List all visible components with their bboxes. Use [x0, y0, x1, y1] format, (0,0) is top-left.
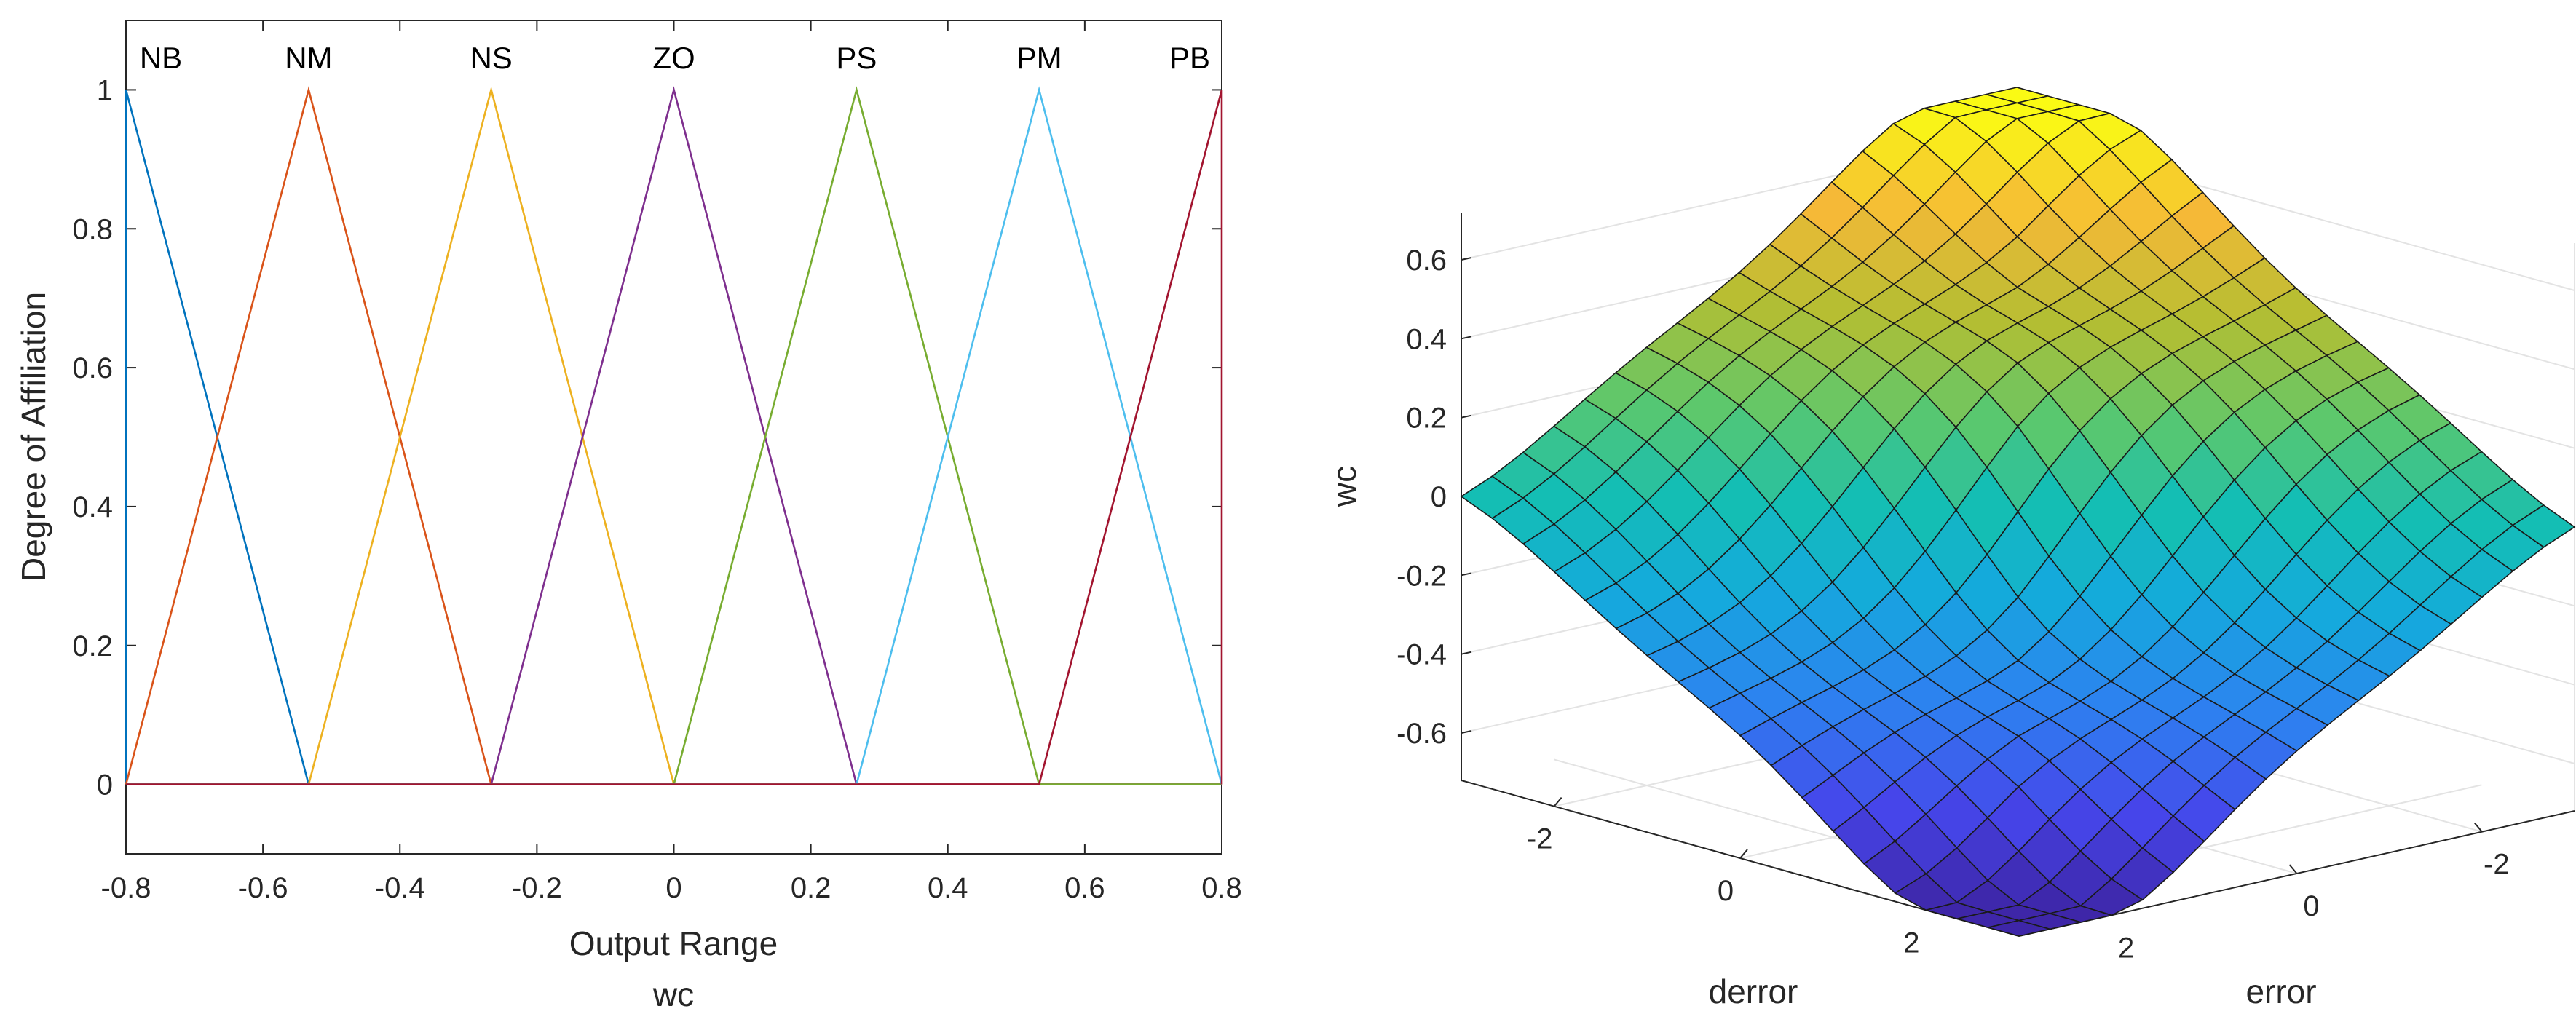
derror-tick	[1739, 849, 1748, 859]
z-tick-label: -0.2	[1396, 560, 1447, 592]
mf-label-pm: PM	[1016, 41, 1062, 75]
x-tick-label: 0.6	[1064, 872, 1105, 904]
z-tick-label: 0.2	[1406, 403, 1447, 435]
z-tick-label: 0.6	[1406, 245, 1447, 277]
derror-tick	[1553, 797, 1562, 807]
x-axis: -0.8 -0.6 -0.4 -0.2 0 0.2 0.4 0.6 0.8	[101, 20, 1242, 904]
surface-x-label: error	[2245, 973, 2316, 1010]
surface-face	[1988, 919, 2050, 937]
error-tick-label: 2	[2118, 932, 2134, 964]
x-tick-label: 0.8	[1201, 872, 1242, 904]
surface-chart: 0.6 0.4 0.2 0 -0.2 -0.4 -0.6 -2 0 2 2 0 -2 wc derror…	[1325, 87, 2576, 1010]
surface-y-label: derror	[1709, 973, 1798, 1010]
y-tick-label: 0.4	[72, 491, 113, 523]
z-tick	[1461, 257, 1472, 261]
error-tick-label: -2	[2484, 849, 2510, 881]
error-tick	[2288, 864, 2298, 874]
x-tick-label: 0.4	[928, 872, 968, 904]
z-tick	[1461, 651, 1472, 655]
z-tick	[1461, 730, 1472, 734]
mf-label-zo: ZO	[652, 41, 695, 75]
y-tick-label: 0.8	[72, 213, 113, 245]
error-tick	[2474, 823, 2483, 833]
mf-label-nb: NB	[140, 41, 182, 75]
y-axis: 0 0.2 0.4 0.6 0.8 1	[72, 74, 1222, 801]
z-tick-label: -0.4	[1396, 639, 1447, 671]
mf-label-nm: NM	[285, 41, 332, 75]
membership-chart: -0.8 -0.6 -0.4 -0.2 0 0.2 0.4 0.6 0.8 0 0.2 0.4 0.6…	[15, 20, 1242, 1013]
z-tick-label: 0	[1431, 481, 1447, 513]
derror-tick-label: 0	[1718, 875, 1734, 907]
derror-tick-label: -2	[1527, 823, 1553, 855]
y-axis-label: Degree of Affiliation	[15, 292, 52, 582]
x-axis-label: Output Range	[569, 924, 778, 962]
x-tick-label: -0.8	[101, 872, 151, 904]
x-tick-label: -0.6	[238, 872, 288, 904]
x-tick-label: 0	[665, 872, 681, 904]
x-tick-label: -0.2	[512, 872, 562, 904]
error-tick-label: 0	[2303, 890, 2319, 922]
y-tick-label: 0.6	[72, 352, 113, 384]
surface-mesh	[1460, 87, 2576, 937]
mf-label-pb: PB	[1169, 41, 1210, 75]
mf-labels: NB NM NS ZO PS PM PB	[140, 41, 1210, 75]
z-tick-label: -0.6	[1396, 718, 1447, 750]
mf-label-ns: NS	[470, 41, 512, 75]
x-tick-label: 0.2	[791, 872, 831, 904]
plot-area	[125, 20, 1222, 855]
z-tick	[1461, 572, 1472, 577]
y-tick-label: 0.2	[72, 630, 113, 662]
chart-caption: wc	[652, 975, 694, 1013]
z-tick	[1461, 336, 1472, 340]
z-tick	[1461, 414, 1472, 419]
x-tick-label: -0.4	[375, 872, 425, 904]
derror-tick-label: 2	[1903, 927, 1919, 959]
mf-series	[125, 86, 1223, 785]
surface-z-label: wc	[1325, 466, 1363, 507]
mf-label-ps: PS	[836, 41, 877, 75]
y-tick-label: 1	[97, 74, 113, 106]
surface-axes: 0.6 0.4 0.2 0 -0.2 -0.4 -0.6 -2 0 2 2 0 -2	[1396, 213, 2575, 964]
z-tick-label: 0.4	[1406, 323, 1447, 355]
mf-line-pb	[126, 90, 1223, 785]
y-tick-label: 0	[97, 769, 113, 801]
